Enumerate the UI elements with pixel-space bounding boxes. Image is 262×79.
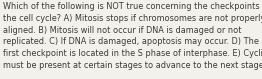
Text: Which of the following is NOT true concerning the checkpoints in
the cell cycle?: Which of the following is NOT true conce… <box>3 2 262 70</box>
